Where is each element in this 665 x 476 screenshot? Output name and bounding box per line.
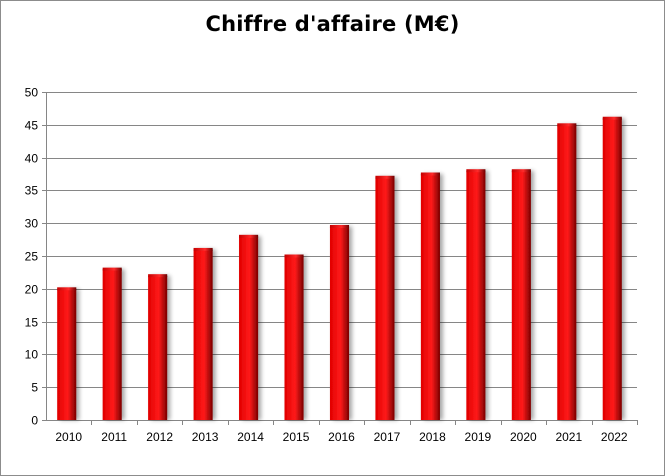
y-tick-label: 10 [25,348,39,362]
bar [284,256,304,420]
bar-top [284,254,304,258]
bar-top [57,287,77,291]
y-tick-label: 30 [25,217,39,231]
bar-top [511,169,531,173]
x-tick-label: 2012 [146,430,173,444]
x-tick-label: 2018 [419,430,446,444]
bar [57,288,77,420]
bar [193,249,213,420]
x-tick-label: 2022 [601,430,628,444]
x-tick-label: 2020 [510,430,537,444]
y-tick-label: 25 [25,250,39,264]
x-tick-label: 2021 [555,430,582,444]
bar [375,177,395,420]
bar [420,174,440,420]
x-tick-label: 2013 [192,430,219,444]
bar [602,118,622,421]
x-tick-label: 2017 [374,430,401,444]
x-tick-label: 2019 [465,430,492,444]
bar [557,124,577,421]
y-tick-label: 35 [25,184,39,198]
y-tick-label: 20 [25,283,39,297]
x-tick-labels: 2010 2011 2012 2013 2014 2015 2016 2017 2018 2019… [55,430,628,444]
y-tick-label: 5 [31,381,38,395]
x-tick-label: 2014 [237,430,264,444]
x-tick-label: 2016 [328,430,355,444]
bars [57,116,622,421]
bar [102,269,122,420]
x-tick-label: 2015 [283,430,310,444]
bar-top [466,169,486,173]
x-tick-label: 2010 [55,430,82,444]
bar [466,170,486,420]
bar-top [375,175,395,179]
bar [239,236,259,420]
bar [148,275,168,420]
y-tick-label: 50 [25,86,39,100]
bar-top [193,247,213,251]
bar-top [148,274,168,278]
bar-top [602,116,622,120]
y-tick-label: 0 [31,414,38,428]
bar [329,226,350,420]
bar-top [420,172,440,176]
bar-top [329,224,350,228]
y-tick-label: 15 [25,316,39,330]
x-tick-label: 2011 [101,430,127,444]
bar [511,170,531,420]
y-tick-label: 40 [25,152,39,166]
bar-top [239,234,259,238]
bar-top [557,123,577,127]
chart-title: Chiffre d'affaire (M€) [205,12,460,36]
bar-top [102,267,122,271]
y-tick-label: 45 [25,119,39,133]
axes [42,92,638,425]
y-tick-labels: 0 5 10 15 20 25 30 35 40 45 50 [25,86,39,428]
